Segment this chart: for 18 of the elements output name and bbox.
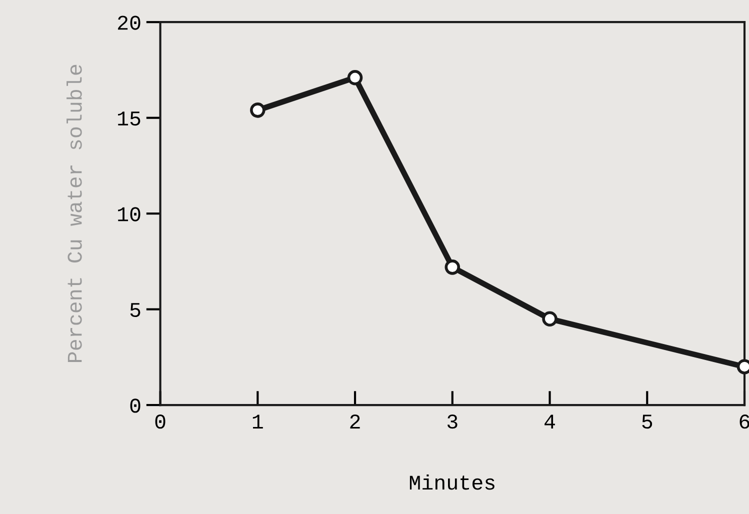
x-tick-label: 0	[155, 414, 166, 429]
y-tick-label: 15	[118, 112, 140, 126]
x-tick-label: 6	[740, 414, 749, 429]
point	[444, 260, 460, 275]
y-tick-label: 10	[118, 207, 140, 222]
point	[347, 70, 363, 86]
point	[542, 311, 558, 327]
x-tick-label: 5	[642, 414, 652, 429]
y-tick-label: 20	[118, 16, 140, 30]
x-tick-label: 2	[350, 414, 360, 428]
y-tick-label: 0	[130, 398, 140, 413]
y-axis-title: Percent Cu water soluble	[66, 64, 82, 362]
x-tick-label: 3	[447, 414, 458, 429]
y-tick-label: 5	[130, 303, 140, 318]
point	[250, 102, 266, 118]
x-axis-title: Minutes	[410, 474, 494, 490]
x-tick-label: 1	[252, 414, 263, 428]
x-tick-label: 4	[544, 414, 555, 428]
